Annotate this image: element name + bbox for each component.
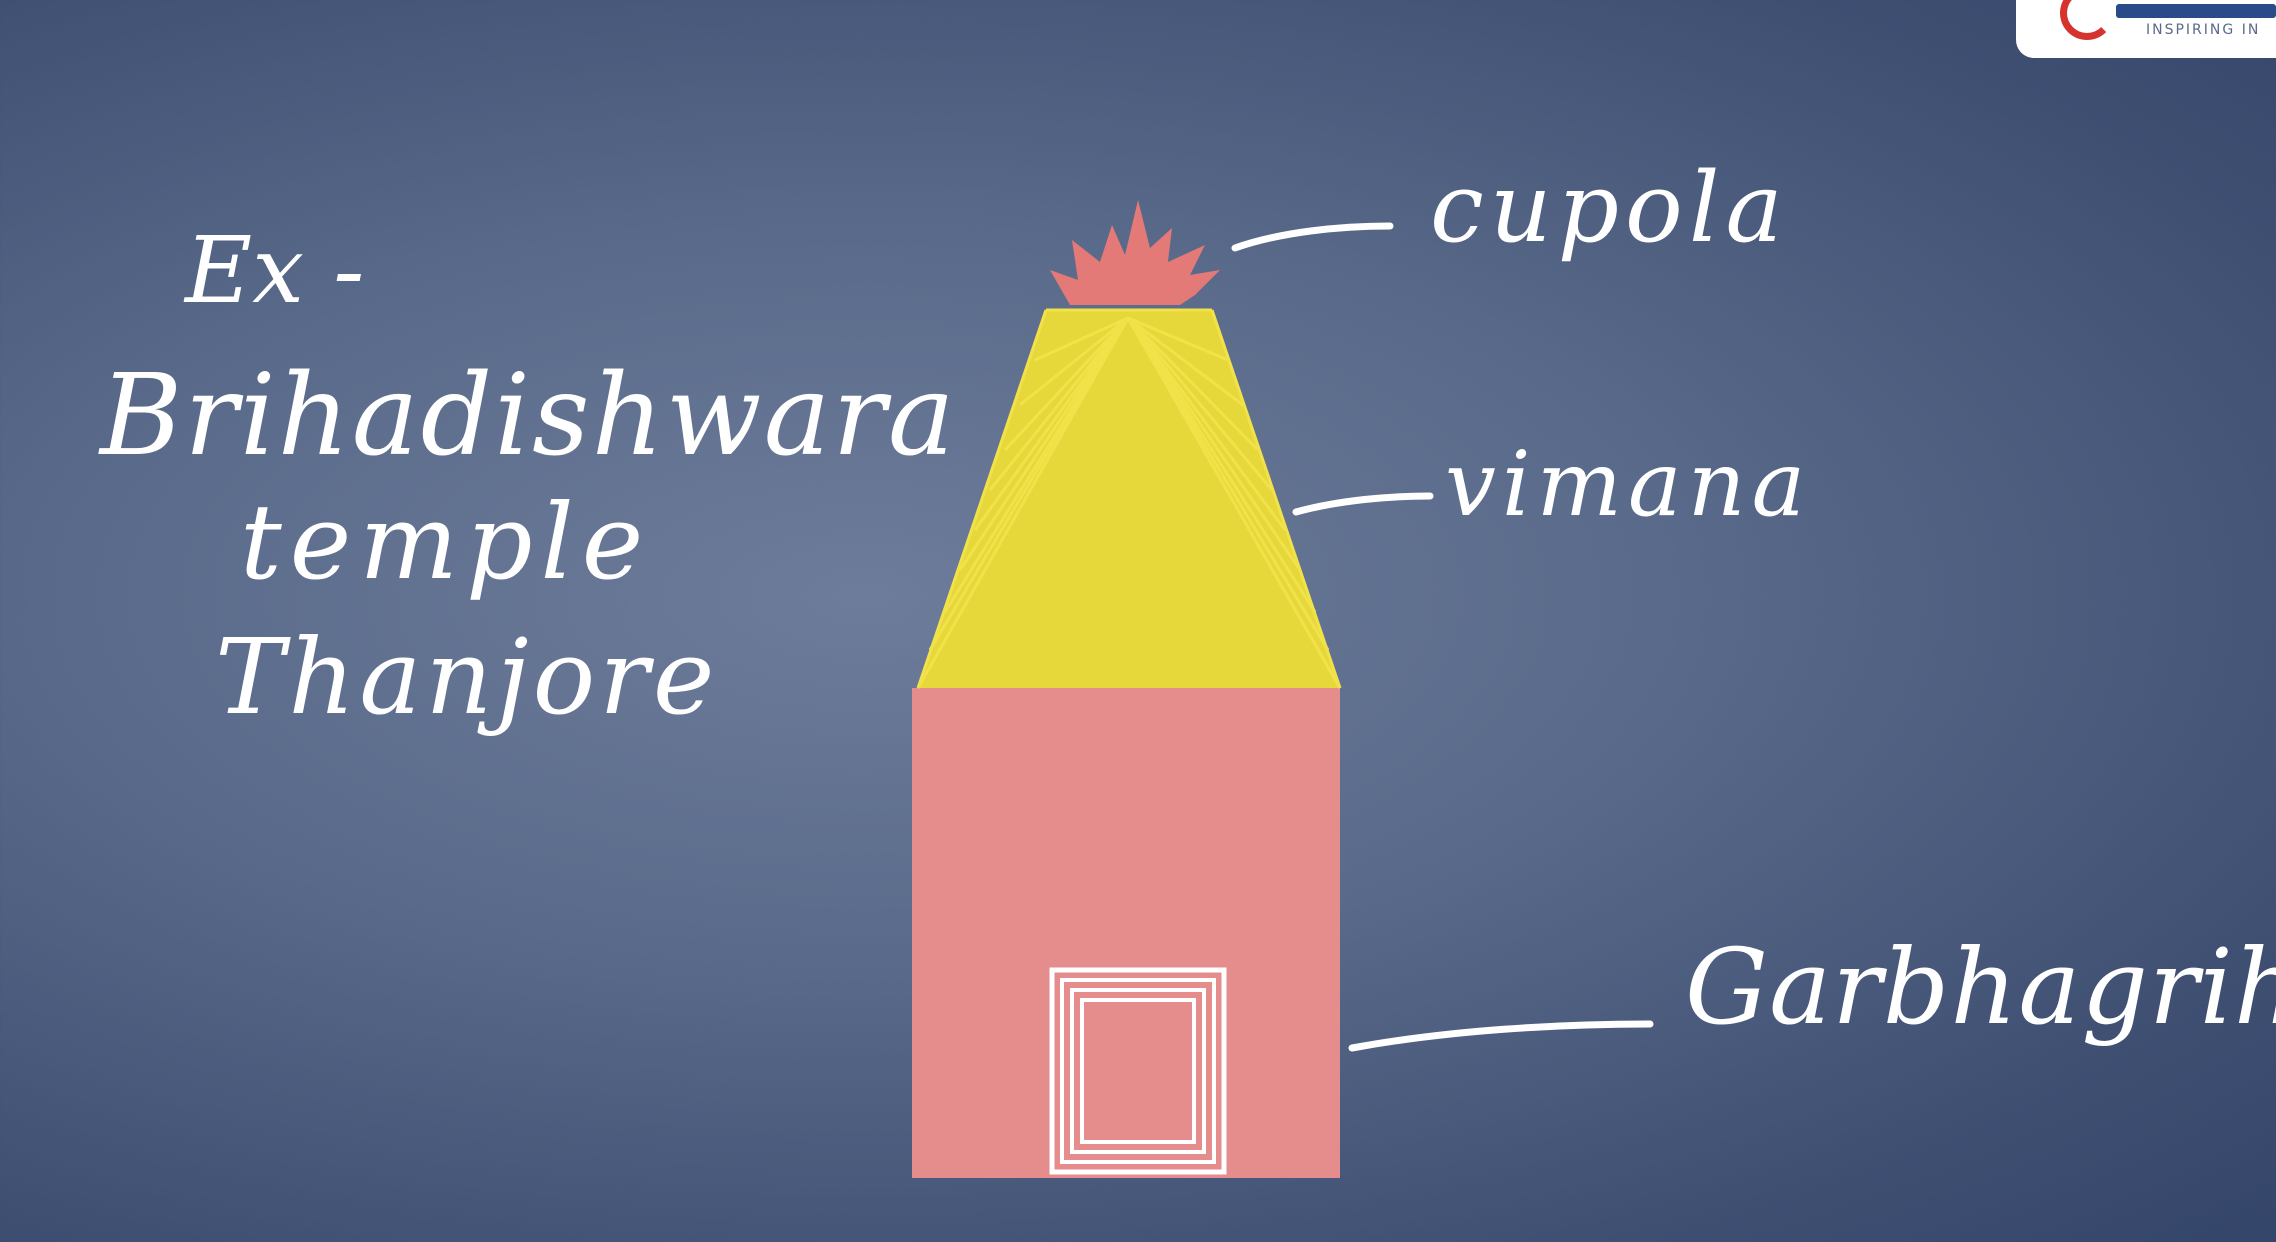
logo-tagline: INSPIRING IN: [2146, 22, 2261, 38]
cupola-label: cupola: [1430, 152, 1789, 264]
vimana-lines: [916, 308, 1342, 689]
temple-name-line: Brihadishwara: [100, 351, 957, 481]
location-line: Thanjore: [215, 616, 719, 738]
garbhagriha-door: [1049, 967, 1227, 1175]
vimana-label: vimana: [1445, 432, 1812, 537]
channel-logo: INSPIRING IN: [2016, 0, 2276, 58]
temple-word-line: temple: [240, 481, 652, 603]
garbhagriha-leader: [1348, 1020, 1654, 1052]
garbhagriha-label: Garbhagriha: [1685, 926, 2276, 1048]
example-prefix: Ex -: [185, 217, 365, 324]
cupola-finial: [1050, 200, 1220, 305]
vimana-leader: [1292, 492, 1434, 516]
logo-wordmark: [2116, 4, 2276, 18]
logo-mark-icon: [2060, 0, 2114, 40]
cupola-leader: [1231, 222, 1394, 252]
vimana-tower: [918, 310, 1340, 688]
